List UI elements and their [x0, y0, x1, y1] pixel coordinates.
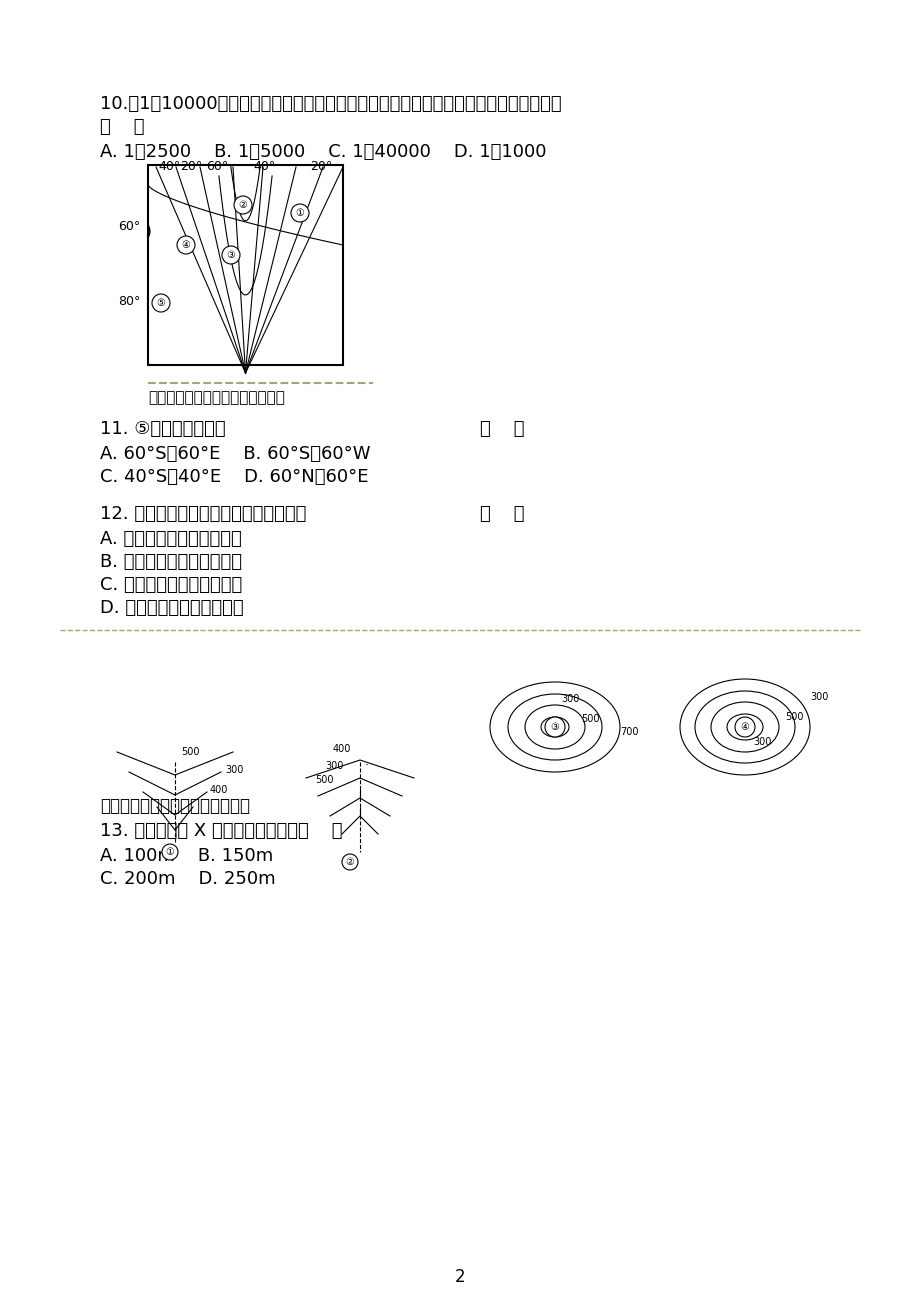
Text: A. 1：2500    B. 1：5000    C. 1：40000    D. 1：1000: A. 1：2500 B. 1：5000 C. 1：40000 D. 1：1000: [100, 143, 546, 161]
Text: 300: 300: [324, 760, 343, 771]
Text: ·: ·: [365, 759, 369, 772]
Text: 500: 500: [314, 775, 333, 785]
Text: 读南半球某区域经纬网图，回答。: 读南半球某区域经纬网图，回答。: [148, 391, 285, 405]
Text: ①: ①: [165, 848, 175, 857]
Text: ①: ①: [295, 208, 304, 217]
Text: 60°: 60°: [118, 220, 140, 233]
Text: 80°: 80°: [118, 296, 141, 309]
Circle shape: [176, 236, 195, 254]
Text: D. 山脊、山谷、盆地、山顶: D. 山脊、山谷、盆地、山顶: [100, 599, 244, 617]
Text: （    ）: （ ）: [480, 421, 524, 437]
Text: A. 60°S，60°E    B. 60°S，60°W: A. 60°S，60°E B. 60°S，60°W: [100, 445, 370, 464]
Text: C. 200m    D. 250m: C. 200m D. 250m: [100, 870, 276, 888]
Text: 11. ⑤地的地理坐标是: 11. ⑤地的地理坐标是: [100, 421, 225, 437]
Text: C. 山谷、山脊、盆地、山顶: C. 山谷、山脊、盆地、山顶: [100, 575, 242, 594]
Text: 读某地等高线地形图，分析回答。: 读某地等高线地形图，分析回答。: [100, 797, 250, 815]
Text: ④: ④: [181, 240, 190, 250]
Text: B. 山脊、山谷、山顶、盆地: B. 山脊、山谷、山顶、盆地: [100, 553, 242, 572]
Circle shape: [162, 844, 177, 861]
Text: 400: 400: [333, 743, 351, 754]
Circle shape: [544, 717, 564, 737]
Circle shape: [290, 204, 309, 223]
Circle shape: [221, 246, 240, 264]
Text: 40°: 40°: [253, 160, 275, 173]
Text: 500: 500: [180, 747, 199, 756]
Text: 500: 500: [580, 713, 598, 724]
Text: （    ）: （ ）: [100, 118, 144, 135]
Text: ④: ④: [740, 723, 749, 732]
Circle shape: [734, 717, 754, 737]
Text: ②: ②: [346, 857, 354, 867]
Text: 300: 300: [753, 737, 771, 747]
Text: ⑤: ⑤: [156, 298, 165, 309]
Text: （    ）: （ ）: [480, 505, 524, 523]
Text: ③: ③: [550, 723, 559, 732]
Text: 20°: 20°: [180, 160, 202, 173]
Bar: [148, 165, 343, 365]
Text: 300: 300: [562, 694, 580, 704]
Text: ): ): [146, 223, 152, 238]
Text: 10.将1：10000的地图图幅放大为原图的四倍，表示的实际范围不变，则新图的比例尺为: 10.将1：10000的地图图幅放大为原图的四倍，表示的实际范围不变，则新图的比…: [100, 95, 561, 113]
Text: A. 100m    B. 150m: A. 100m B. 150m: [100, 848, 273, 865]
Text: A. 山谷、山脊、山顶、盆地: A. 山谷、山脊、山顶、盆地: [100, 530, 242, 548]
Text: 40°: 40°: [158, 160, 180, 173]
Text: C. 40°S，40°E    D. 60°N，60°E: C. 40°S，40°E D. 60°N，60°E: [100, 467, 369, 486]
Circle shape: [152, 294, 170, 312]
Text: 300: 300: [225, 766, 244, 775]
Text: 60°: 60°: [206, 160, 228, 173]
Text: 20°: 20°: [310, 160, 332, 173]
Text: ②: ②: [238, 201, 247, 210]
Circle shape: [233, 197, 252, 214]
Text: 300: 300: [809, 691, 827, 702]
Text: 700: 700: [619, 727, 638, 737]
Circle shape: [342, 854, 357, 870]
Text: 13. 图中等高线 X 的数値最有可能是（    ）: 13. 图中等高线 X 的数値最有可能是（ ）: [100, 822, 342, 840]
Text: 2: 2: [454, 1268, 465, 1286]
Text: 400: 400: [210, 785, 228, 796]
Text: ③: ③: [226, 250, 235, 260]
Text: 500: 500: [784, 712, 802, 723]
Text: 12. 下面等高线图表示的地形名称依次是: 12. 下面等高线图表示的地形名称依次是: [100, 505, 306, 523]
